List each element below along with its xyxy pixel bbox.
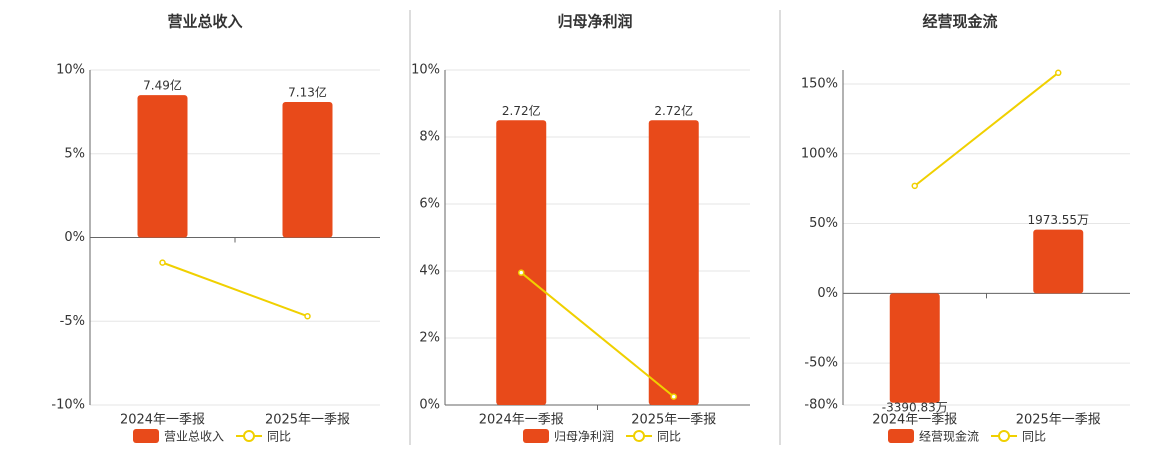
value-label: 1973.55万 (1027, 213, 1089, 227)
y-tick-label: 10% (411, 63, 440, 78)
legend-swatch (998, 430, 1011, 442)
legend-swatch (243, 430, 256, 442)
y-tick-label: 8% (419, 130, 440, 145)
y-tick-label: -50% (804, 356, 838, 371)
y-tick-label: 5% (64, 146, 85, 161)
bar (496, 120, 547, 405)
bar (1033, 229, 1084, 294)
x-tick-label: 2024年一季报 (872, 413, 957, 428)
chart-title: 归母净利润 (557, 13, 632, 31)
y-tick-label: 0% (419, 398, 440, 413)
bar (137, 95, 188, 238)
y-tick-label: 150% (801, 76, 838, 91)
value-label: 7.13亿 (288, 84, 327, 99)
y-tick-label: -10% (51, 398, 85, 413)
y-tick-label: 4% (419, 264, 440, 279)
y-tick-label: -80% (804, 398, 838, 413)
y-tick-label: 0% (817, 286, 838, 301)
legend-label: 同比 (267, 430, 291, 444)
legend-label: 归母净利润 (554, 430, 614, 444)
chart-title: 营业总收入 (167, 13, 242, 31)
x-tick-label: 2024年一季报 (120, 413, 205, 428)
value-label: 2.72亿 (502, 103, 541, 118)
bar (889, 293, 940, 403)
point (518, 269, 525, 276)
point (1055, 69, 1062, 77)
x-tick-label: 2024年一季报 (479, 413, 564, 428)
y-tick-label: 10% (56, 63, 85, 78)
legend-swatch (888, 429, 914, 443)
x-tick-label: 2025年一季报 (631, 413, 716, 428)
y-tick-label: 50% (809, 216, 838, 231)
y-tick-label: 2% (419, 331, 440, 346)
legend-swatch (633, 430, 646, 442)
y-tick-label: 6% (419, 197, 440, 212)
legend-label: 同比 (657, 430, 681, 444)
legend-label: 经营现金流 (919, 429, 979, 444)
y-tick-label: 100% (801, 146, 838, 161)
bar (282, 101, 333, 238)
legend-label: 同比 (1022, 430, 1046, 444)
line (914, 72, 1059, 187)
value-label: 2.72亿 (654, 103, 693, 118)
bar (648, 120, 699, 405)
x-tick-label: 2025年一季报 (265, 413, 350, 428)
chart-title: 经营现金流 (922, 13, 997, 31)
legend-label: 营业总收入 (164, 430, 224, 444)
y-tick-label: -5% (60, 314, 85, 329)
point (159, 259, 166, 266)
value-label: -3390.83万 (882, 400, 948, 414)
y-tick-label: 0% (64, 230, 85, 245)
line (520, 271, 675, 398)
legend-swatch (133, 429, 159, 443)
line (162, 261, 308, 318)
legend-swatch (523, 429, 549, 443)
point (911, 182, 918, 190)
point (670, 393, 677, 400)
value-label: 7.49亿 (143, 78, 182, 93)
point (304, 312, 311, 320)
x-tick-label: 2025年一季报 (1016, 413, 1101, 428)
